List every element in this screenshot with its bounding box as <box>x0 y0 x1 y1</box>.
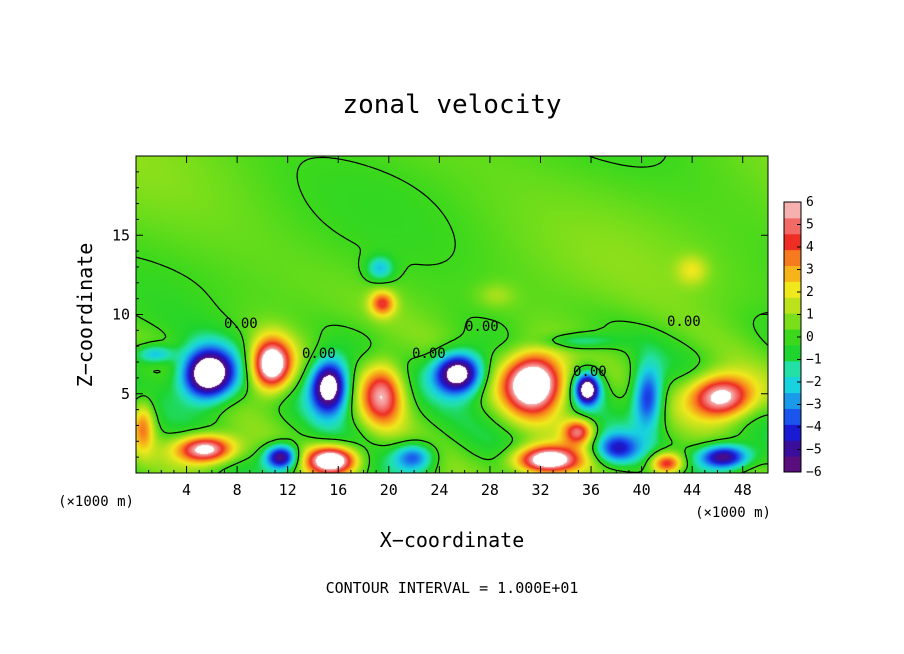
x-unit-label: (×1000 m) <box>58 494 134 510</box>
colorbar-swatch <box>784 392 801 409</box>
x-axis-label: X−coordinate <box>380 528 525 552</box>
colorbar-swatch <box>784 360 801 378</box>
contour-label: 0.00 <box>302 346 336 362</box>
x-tick-label: 32 <box>531 481 549 499</box>
colorbar-swatch <box>784 376 801 394</box>
contour-interval-footer: CONTOUR INTERVAL = 1.000E+01 <box>326 579 579 597</box>
x-tick-label: 16 <box>329 481 347 499</box>
x-tick-label: 12 <box>279 481 297 499</box>
chart-title: zonal velocity <box>342 90 561 120</box>
colorbar-tick-label: −4 <box>806 420 822 435</box>
contour-line-zero <box>136 156 768 473</box>
x-tick-label: 36 <box>582 481 600 499</box>
colorbar-swatch <box>784 217 801 235</box>
x-tick-label: 40 <box>633 481 651 499</box>
colorbar-swatch <box>784 202 801 219</box>
x-tick-label: 44 <box>683 481 701 499</box>
colorbar-tick-label: −6 <box>806 465 822 480</box>
y-axis-label: Z−coordinate <box>73 243 97 388</box>
x-axis: 4 8 12 16 20 24 28 32 36 40 44 48 <box>148 156 756 499</box>
z-unit-label: (×1000 m) <box>695 505 771 521</box>
x-tick-label: 24 <box>430 481 448 499</box>
x-tick-label: 20 <box>380 481 398 499</box>
colorbar-swatch <box>784 424 801 441</box>
colorbar-tick-label: −3 <box>806 398 822 413</box>
colorbar-swatch <box>784 408 801 425</box>
colorbar-swatch <box>784 281 801 298</box>
colorbar-tick-label: 4 <box>806 240 814 255</box>
contour-label: 0.00 <box>667 314 701 330</box>
y-tick-label: 15 <box>112 226 130 244</box>
colorbar: 6 5 4 3 2 1 0 −1 −2 −3 −4 −5 −6 <box>783 195 822 480</box>
colorbar-swatch <box>784 297 801 314</box>
colorbar-swatch <box>784 233 801 251</box>
colorbar-tick-label: −1 <box>806 353 822 368</box>
contour-label: 0.00 <box>573 364 607 380</box>
colorbar-tick-label: 2 <box>806 285 814 300</box>
contour-lines <box>136 156 768 473</box>
x-tick-label: 8 <box>233 481 242 499</box>
contour-label: 0.00 <box>465 319 499 335</box>
contour-labels: 0.00 0.00 0.00 0.00 0.00 0.00 <box>224 314 701 380</box>
contour-label: 0.00 <box>412 346 446 362</box>
colorbar-tick-label: 6 <box>806 195 814 210</box>
colorbar-tick-label: 1 <box>806 308 814 323</box>
colorbar-tick-label: −2 <box>806 375 822 390</box>
colorbar-tick-label: 5 <box>806 218 814 233</box>
y-tick-label: 5 <box>121 385 130 403</box>
colorbar-swatch <box>784 456 801 473</box>
plot-area: 0.00 0.00 0.00 0.00 0.00 0.00 <box>135 155 769 474</box>
x-tick-label: 48 <box>734 481 752 499</box>
colorbar-tick-label: 0 <box>806 330 814 345</box>
colorbar-swatch <box>784 249 801 267</box>
x-tick-label: 28 <box>481 481 499 499</box>
colorbar-swatch <box>784 313 801 330</box>
colorbar-swatch <box>784 265 801 282</box>
colorbar-swatch <box>784 344 801 362</box>
colorbar-swatch <box>784 329 801 346</box>
colorbar-tick-label: −5 <box>806 443 822 458</box>
heatmap-field <box>136 156 768 473</box>
colorbar-tick-label: 3 <box>806 263 814 278</box>
colorbar-swatch <box>784 440 801 457</box>
x-tick-label: 4 <box>182 481 191 499</box>
y-tick-label: 10 <box>112 306 130 324</box>
contour-label: 0.00 <box>224 316 258 332</box>
y-axis: 5 10 15 <box>112 171 768 458</box>
